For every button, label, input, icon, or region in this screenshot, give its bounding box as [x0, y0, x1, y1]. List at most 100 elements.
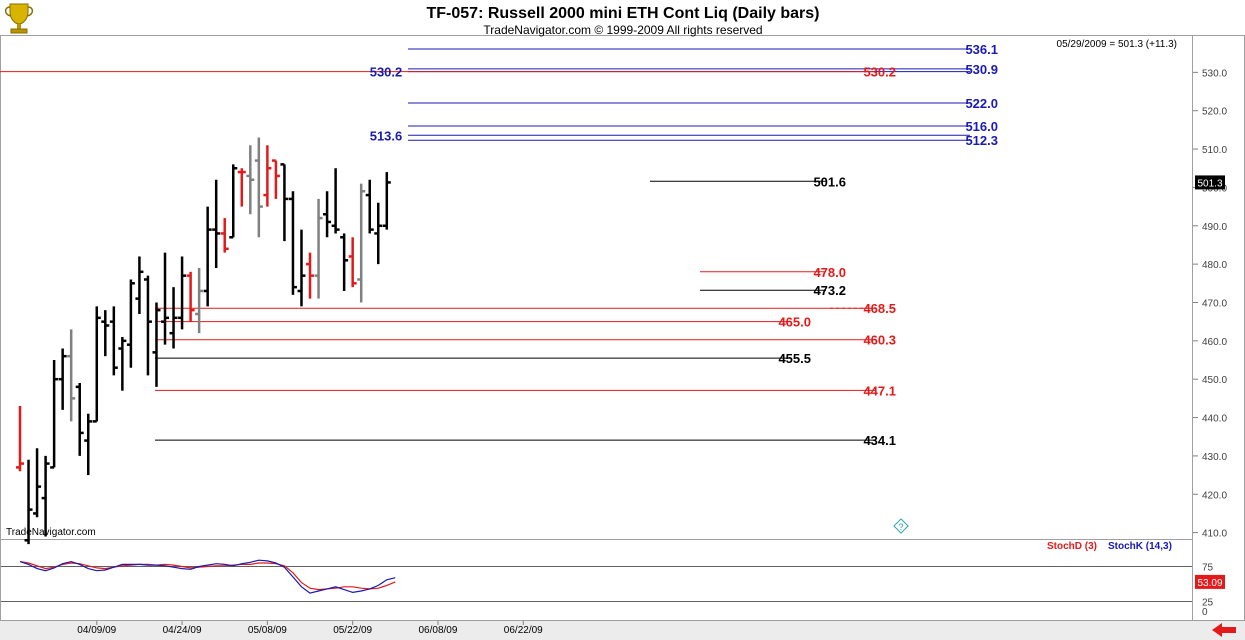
time-tick-labels: 04/09/09 04/24/09 05/08/09 05/22/09 06/08/09… — [77, 621, 1240, 638]
trophy-icon — [4, 3, 34, 34]
time-tick-label: 06/08/09 — [419, 625, 458, 636]
ohlc-bar — [331, 168, 340, 234]
level-label: 530.2 — [863, 65, 896, 80]
chart-title: TF-057: Russell 2000 mini ETH Cont Liq (… — [427, 5, 820, 22]
level-label: 434.1 — [863, 433, 896, 448]
ohlc-bar — [67, 329, 76, 422]
price-tick-label: 490.0 — [1202, 222, 1227, 233]
time-tick-label: 06/22/09 — [504, 625, 543, 636]
last-price-box — [1195, 175, 1225, 190]
chart-subtitle: TradeNavigator.com © 1999-2009 All right… — [483, 23, 762, 37]
ohlc-bar — [92, 306, 101, 423]
ohlc-bar — [118, 337, 127, 391]
ohlc-bar — [101, 310, 110, 357]
price-tick-label: 530.0 — [1202, 68, 1227, 79]
price-gridlines — [1193, 71, 1198, 534]
level-label: 447.1 — [863, 383, 896, 398]
stoch-legend-d: StochD (3) — [1047, 541, 1097, 552]
stoch-tick-label: 75 — [1202, 563, 1214, 574]
price-tick-label: 460.0 — [1202, 337, 1227, 348]
stoch-lines: 75 250 StochD (3) StochK (14,3) 53.09 — [1, 541, 1225, 618]
stoch-series-line — [19, 559, 396, 594]
ohlc-bar — [109, 306, 118, 376]
level-label: 460.3 — [863, 333, 896, 348]
ohlc-bar — [288, 191, 297, 295]
ohlc-bar — [220, 218, 229, 253]
ohlc-bar — [271, 159, 280, 199]
ohlc-bar — [33, 448, 42, 518]
stoch-series-line — [19, 561, 396, 591]
scroll-arrow-icon — [1210, 622, 1240, 638]
ohlc-bar — [323, 191, 332, 238]
time-axis — [0, 621, 1245, 640]
ohlc-bar — [340, 233, 349, 291]
ohlc-bar — [348, 237, 357, 288]
level-label-left: 513.6 — [370, 128, 403, 143]
price-tick-label: 440.0 — [1202, 414, 1227, 425]
price-panel — [0, 35, 1193, 540]
level-label: 455.5 — [778, 351, 811, 366]
price-tick-label: 510.0 — [1202, 145, 1227, 156]
level-label: 468.5 — [863, 301, 896, 316]
ohlc-bar — [297, 229, 306, 307]
ohlc-bar — [75, 383, 84, 456]
stoch-tick-label: 0 — [1202, 607, 1208, 618]
ohlc-bar — [306, 252, 315, 299]
price-tick-label: 450.0 — [1202, 375, 1227, 386]
level-label: 516.0 — [965, 119, 998, 134]
ohlc-bar — [16, 406, 24, 472]
time-tick-label: 04/24/09 — [163, 625, 202, 636]
time-tick-label: 05/08/09 — [248, 625, 287, 636]
stoch-panel — [0, 539, 1193, 621]
ohlc-bar — [58, 348, 67, 410]
level-label: 536.1 — [965, 42, 998, 57]
ohlc-bar — [365, 179, 374, 234]
last-price-label: 501.3 — [1197, 178, 1222, 189]
ohlc-bar — [186, 271, 195, 322]
price-tick-label: 480.0 — [1202, 260, 1227, 271]
ohlc-bar — [254, 137, 263, 238]
ohlc-bar — [152, 302, 161, 387]
question-diamond-icon[interactable]: ? — [893, 518, 909, 534]
time-tick-label: 04/09/09 — [77, 625, 116, 636]
ohlc-bar — [280, 163, 289, 242]
level-label: 512.3 — [965, 133, 998, 148]
ohlc-bar — [382, 172, 391, 230]
ohlc-bar — [357, 183, 366, 303]
ohlc-bar — [195, 267, 204, 334]
price-tick-labels: 410.0 420.0 430.0 440.0 450.0 460.0 470.0 480.0… — [1195, 68, 1227, 540]
level-label: 501.6 — [813, 174, 846, 189]
quote-readout: 05/29/2009 = 501.3 (+11.3) — [1057, 39, 1177, 50]
stoch-legend-k: StochK (14,3) — [1108, 541, 1172, 552]
ohlc-bar — [314, 198, 323, 299]
price-tick-label: 520.0 — [1202, 107, 1227, 118]
ohlc-bar — [178, 256, 187, 330]
stoch-tick-label: 25 — [1202, 598, 1214, 609]
watermark: TradeNavigator.com — [6, 527, 96, 538]
level-label: 465.0 — [778, 315, 811, 330]
ohlc-bar — [229, 164, 238, 239]
ohlc-bar — [41, 455, 50, 537]
level-label: 478.0 — [813, 265, 846, 280]
ohlc-bar — [161, 252, 170, 345]
stoch-last-box — [1195, 574, 1225, 589]
ohlc-bar — [212, 179, 221, 268]
price-tick-label: 410.0 — [1202, 529, 1227, 540]
time-tick-label: 05/22/09 — [333, 625, 372, 636]
svg-text:?: ? — [898, 522, 903, 532]
ohlc-bar — [84, 413, 93, 476]
ohlc-bar — [237, 168, 246, 207]
ohlc-bar — [374, 202, 383, 265]
ohlc-bar — [246, 145, 255, 215]
ohlc-bar — [126, 279, 135, 368]
price-tick-label: 420.0 — [1202, 490, 1227, 501]
stoch-last-label: 53.09 — [1197, 578, 1222, 589]
ohlc-bars — [16, 137, 391, 545]
price-tick-label: 470.0 — [1202, 298, 1227, 309]
level-label: 473.2 — [813, 283, 846, 298]
ohlc-bar — [135, 256, 144, 314]
price-tick-label: 430.0 — [1202, 452, 1227, 463]
scroll-arrow-shape — [1212, 623, 1236, 637]
